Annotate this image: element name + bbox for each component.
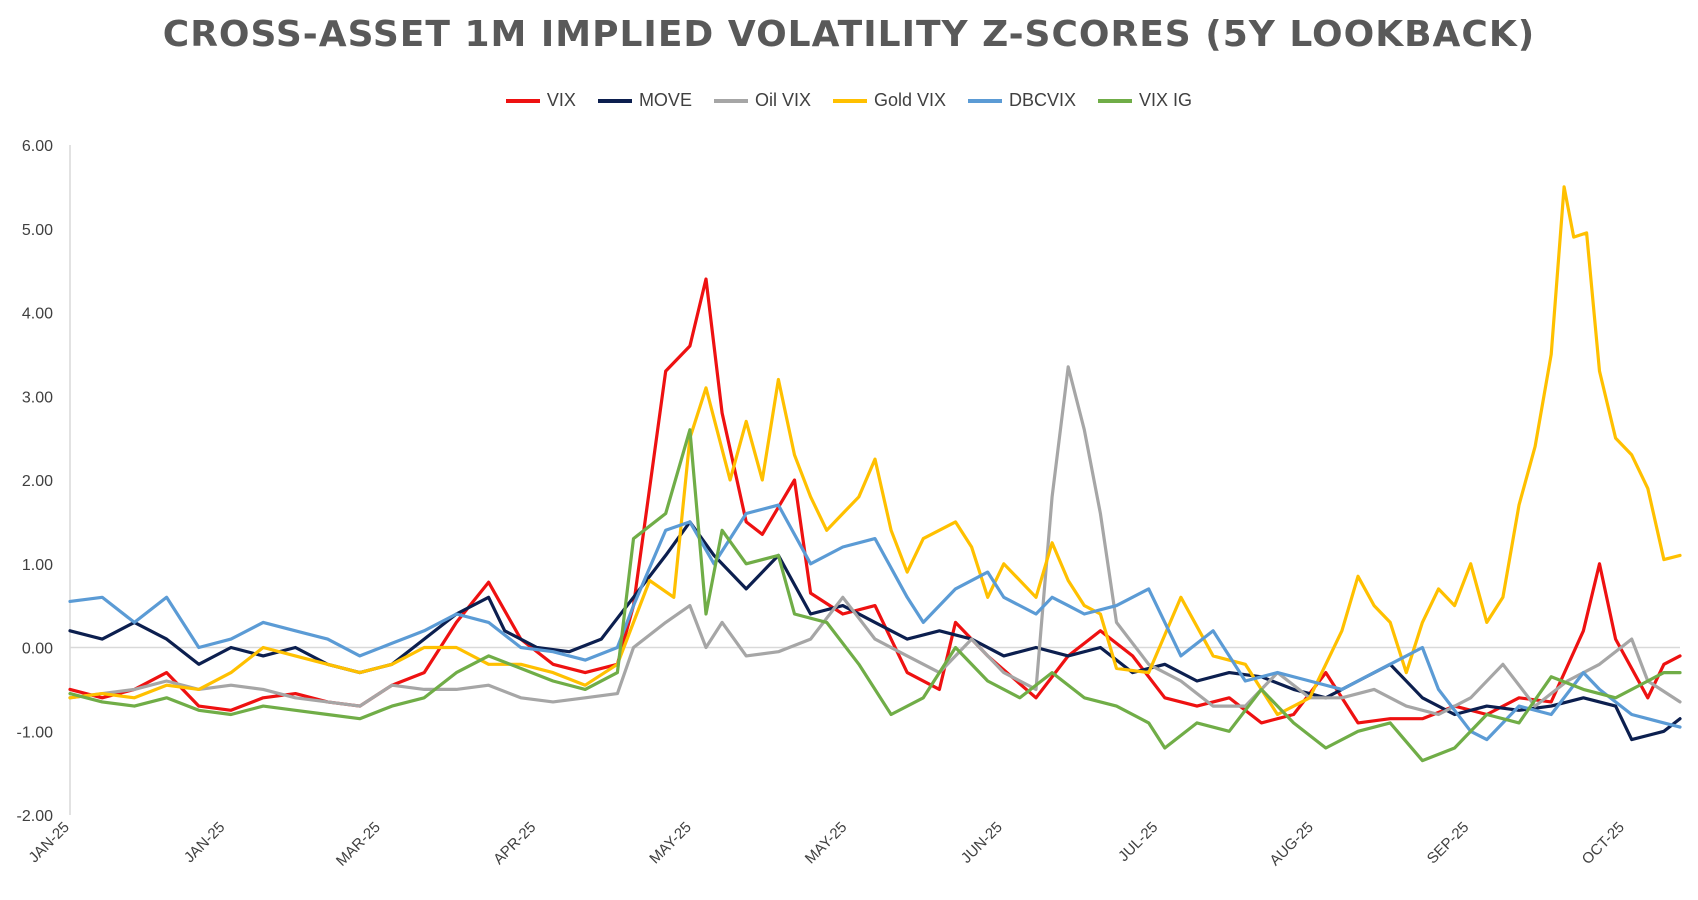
x-tick-label: JAN-25 <box>181 819 228 866</box>
series-line-gold-vix <box>68 185 1682 717</box>
legend-swatch <box>1098 98 1133 103</box>
legend-label: VIX <box>546 90 576 110</box>
x-tick-label: MAY-25 <box>646 819 695 868</box>
legend-label: Oil VIX <box>754 90 811 110</box>
y-tick-label: 3.00 <box>22 389 53 406</box>
y-tick-label: -2.00 <box>17 808 54 825</box>
chart-title: CROSS-ASSET 1M IMPLIED VOLATILITY Z-SCOR… <box>162 14 1536 55</box>
y-tick-label: 0.00 <box>22 641 53 658</box>
y-tick-label: 1.00 <box>22 557 53 574</box>
legend-item-gold-vix: Gold VIX <box>832 90 947 111</box>
x-tick-label: MAY-25 <box>802 819 851 868</box>
x-tick-label: OCT-25 <box>1579 819 1628 868</box>
y-tick-label: -1.00 <box>17 724 54 741</box>
legend-item-oil-vix: Oil VIX <box>713 90 811 111</box>
legend-swatch <box>505 98 540 103</box>
series-line-vix-ig <box>68 428 1682 763</box>
legend-item-vix-ig: VIX IG <box>1098 90 1192 111</box>
series-line-oil-vix <box>68 365 1682 717</box>
legend-swatch <box>713 98 748 103</box>
x-tick-label: MAR-25 <box>333 819 384 870</box>
y-tick-label: 2.00 <box>22 473 53 490</box>
legend-item-vix: VIX <box>505 90 576 111</box>
x-tick-label: AUG-25 <box>1266 819 1316 869</box>
legend: VIX MOVE Oil VIX Gold VIX DBCVIX VIX IG <box>0 90 1698 111</box>
y-tick-label: 5.00 <box>22 222 53 239</box>
legend-item-move: MOVE <box>597 90 692 111</box>
series-line-move <box>68 520 1682 742</box>
series-line-dbcvix <box>68 503 1682 742</box>
x-tick-label: JAN-25 <box>25 819 72 866</box>
x-tick-label: SEP-25 <box>1424 819 1473 868</box>
y-tick-label: 4.00 <box>22 306 53 323</box>
x-tick-label: JUN-25 <box>958 819 1006 867</box>
legend-swatch <box>832 98 867 103</box>
legend-label: DBCVIX <box>1009 90 1077 110</box>
legend-label: VIX IG <box>1139 90 1193 110</box>
legend-swatch <box>597 98 632 103</box>
x-tick-label: JUL-25 <box>1115 819 1161 865</box>
legend-swatch <box>968 98 1003 103</box>
legend-label: Gold VIX <box>873 90 947 110</box>
x-tick-label: APR-25 <box>490 819 539 868</box>
legend-label: MOVE <box>638 90 692 110</box>
legend-item-dbcvix: DBCVIX <box>968 90 1076 111</box>
y-tick-label: 6.00 <box>22 138 53 155</box>
